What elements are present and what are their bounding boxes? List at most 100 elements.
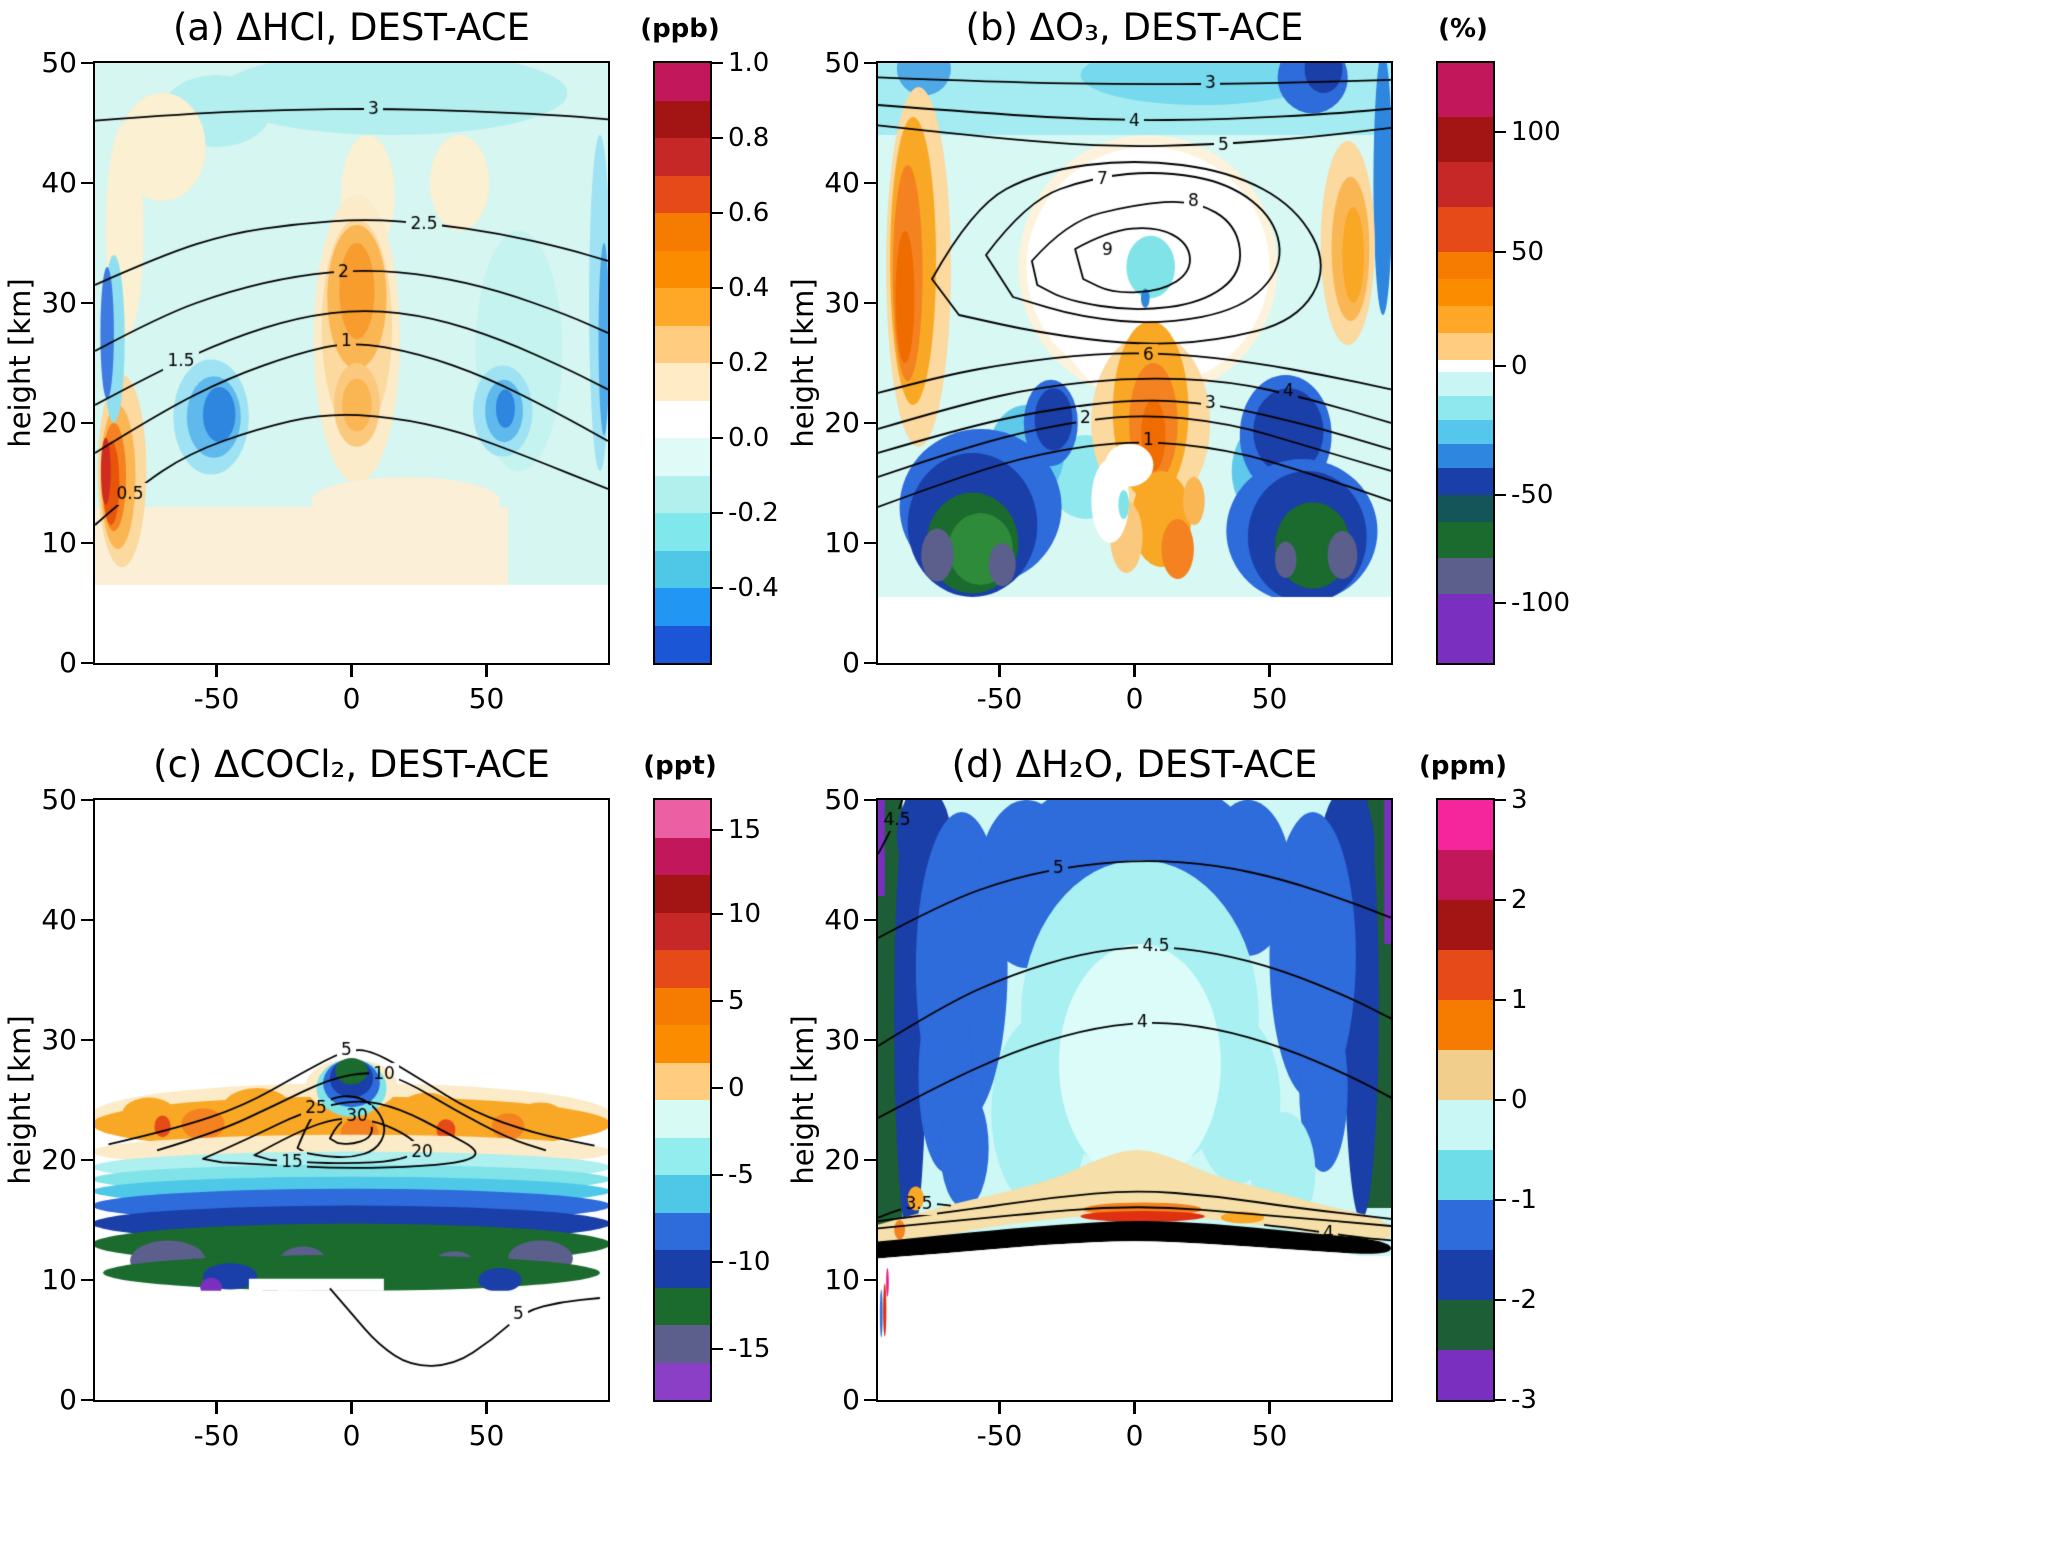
y-tick-label: 0 [842, 1383, 860, 1416]
colorbar-tick-label: 10 [728, 899, 762, 929]
colorbar [653, 798, 712, 1402]
colorbar [1436, 798, 1495, 1402]
y-tick-mark [864, 1038, 876, 1042]
x-tick-mark [485, 665, 488, 677]
colorbar-unit-label: (ppt) [643, 751, 717, 781]
y-tick-mark [81, 301, 93, 305]
colorbar-tick-mark [1495, 898, 1506, 902]
y-tick-mark [81, 421, 93, 425]
panel-cocl2: (c) ΔCOCl₂, DEST-ACE (ppt) height [km] 5… [0, 737, 783, 1474]
colorbar-tick-mark [1495, 1398, 1506, 1402]
colorbar-tick-mark [712, 1260, 723, 1264]
colorbar-segment [655, 363, 710, 402]
colorbar-segment [1438, 1199, 1493, 1252]
colorbar-segment [1438, 1099, 1493, 1152]
colorbar-segment [1438, 279, 1493, 308]
contour-field [95, 63, 608, 663]
x-tick-mark [1268, 1402, 1271, 1414]
y-tick-mark [864, 1398, 876, 1402]
colorbar-segment [1438, 899, 1493, 952]
colorbar-segment [655, 63, 710, 102]
y-tick-mark [81, 541, 93, 545]
y-tick-mark [81, 181, 93, 185]
y-tick-label: 50 [824, 783, 860, 816]
y-tick-mark [864, 918, 876, 922]
colorbar-tick-mark [1495, 1298, 1506, 1302]
colorbar-tick-label: -1 [1511, 1185, 1537, 1216]
x-tick-mark [350, 665, 353, 677]
colorbar-unit-label: (ppb) [640, 14, 720, 44]
colorbar-segment [1438, 1299, 1493, 1352]
x-tick-label: 0 [1125, 1419, 1144, 1452]
y-tick-label: 20 [824, 1143, 860, 1176]
panel-title: (c) ΔCOCl₂, DEST-ACE [153, 743, 550, 786]
panel-hcl: (a) ΔHCl, DEST-ACE (ppb) height [km] 50 4… [0, 0, 783, 737]
x-tick-label: 50 [1251, 1419, 1288, 1452]
colorbar-segment [1438, 1349, 1493, 1400]
colorbar-segment [655, 325, 710, 365]
plot-area [876, 798, 1393, 1402]
y-tick-label: 10 [824, 1263, 860, 1296]
y-tick-mark [81, 661, 93, 665]
colorbar-tick-mark [1495, 601, 1506, 605]
colorbar-tick-mark [712, 912, 723, 916]
colorbar-tick-mark [1495, 1198, 1506, 1202]
y-tick-label: 0 [842, 646, 860, 679]
colorbar-segment [1438, 1049, 1493, 1102]
colorbar-segment [655, 1212, 710, 1252]
colorbar-unit-label: (%) [1438, 14, 1488, 44]
colorbar-tick-mark [712, 999, 723, 1003]
colorbar-segment [655, 1325, 710, 1364]
colorbar-segment [1438, 495, 1493, 524]
colorbar-segment [655, 213, 710, 252]
y-tick-mark [81, 1278, 93, 1282]
colorbar-segment [655, 912, 710, 952]
colorbar-segment [1438, 444, 1493, 470]
colorbar-tick-label: -10 [728, 1247, 771, 1277]
colorbar-segment [1438, 306, 1493, 335]
x-tick-label: -50 [193, 1419, 240, 1452]
x-tick-label: -50 [976, 1419, 1023, 1452]
x-tick-label: 0 [342, 682, 361, 715]
colorbar-segment [1438, 999, 1493, 1052]
x-tick-label: 0 [1125, 682, 1144, 715]
colorbar-tick-label: 1 [1511, 984, 1528, 1015]
colorbar-segment [1438, 372, 1493, 398]
plot-area [93, 798, 610, 1402]
colorbar-tick-label: -3 [1511, 1385, 1537, 1415]
panel-title: (d) ΔH₂O, DEST-ACE [951, 743, 1318, 786]
plot-area [93, 61, 610, 665]
colorbar-segment [655, 588, 710, 627]
colorbar-segment [655, 438, 710, 477]
colorbar-tick-label: 50 [1511, 237, 1545, 267]
colorbar-segment [655, 837, 710, 877]
y-tick-mark [864, 798, 876, 802]
colorbar-segment [655, 1362, 710, 1400]
panel-title: (a) ΔHCl, DEST-ACE [172, 6, 531, 49]
colorbar-tick-mark [712, 211, 723, 215]
colorbar-segment [1438, 800, 1493, 852]
colorbar-segment [655, 625, 710, 663]
y-tick-label: 50 [824, 46, 860, 79]
y-tick-label: 10 [41, 1263, 77, 1296]
y-tick-label: 40 [41, 166, 77, 199]
colorbar-segment [1438, 1249, 1493, 1302]
panel-h2o: (d) ΔH₂O, DEST-ACE (ppm) height [km] 50 4… [783, 737, 1566, 1474]
y-tick-label: 10 [41, 526, 77, 559]
colorbar-tick-label: -100 [1511, 588, 1571, 618]
colorbar-segment [1438, 1149, 1493, 1202]
x-tick-label: 0 [342, 1419, 361, 1452]
colorbar-segment [1438, 396, 1493, 422]
colorbar-tick-label: 0.8 [728, 123, 770, 153]
colorbar-tick-mark [712, 1086, 723, 1090]
y-tick-mark [864, 661, 876, 665]
colorbar-segment [655, 250, 710, 290]
colorbar-tick-mark [1495, 130, 1506, 134]
colorbar-tick-label: -5 [728, 1160, 754, 1190]
x-tick-label: -50 [193, 682, 240, 715]
colorbar-segment [655, 875, 710, 914]
colorbar-tick-label: 100 [1511, 117, 1561, 147]
colorbar-segment [1438, 207, 1493, 254]
y-tick-label: 20 [41, 406, 77, 439]
y-tick-label: 40 [824, 166, 860, 199]
